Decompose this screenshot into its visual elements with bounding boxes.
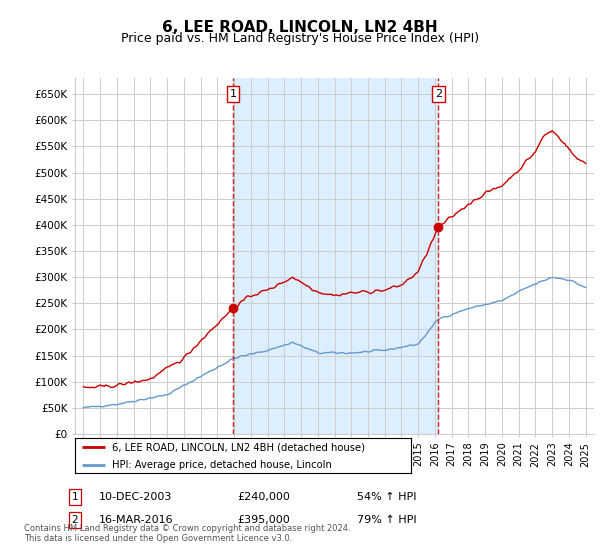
Text: 6, LEE ROAD, LINCOLN, LN2 4BH (detached house): 6, LEE ROAD, LINCOLN, LN2 4BH (detached … — [112, 443, 365, 453]
Text: 2: 2 — [71, 515, 79, 525]
Text: 10-DEC-2003: 10-DEC-2003 — [99, 492, 172, 502]
Text: £395,000: £395,000 — [237, 515, 290, 525]
Text: Contains HM Land Registry data © Crown copyright and database right 2024.
This d: Contains HM Land Registry data © Crown c… — [24, 524, 350, 543]
Text: 6, LEE ROAD, LINCOLN, LN2 4BH: 6, LEE ROAD, LINCOLN, LN2 4BH — [162, 20, 438, 35]
Text: 2: 2 — [435, 89, 442, 99]
Text: Price paid vs. HM Land Registry's House Price Index (HPI): Price paid vs. HM Land Registry's House … — [121, 32, 479, 45]
Text: HPI: Average price, detached house, Lincoln: HPI: Average price, detached house, Linc… — [112, 460, 332, 470]
Text: 79% ↑ HPI: 79% ↑ HPI — [357, 515, 416, 525]
Text: 1: 1 — [230, 89, 236, 99]
Text: 16-MAR-2016: 16-MAR-2016 — [99, 515, 173, 525]
Text: 1: 1 — [71, 492, 79, 502]
Bar — [233, 78, 439, 434]
Text: 54% ↑ HPI: 54% ↑ HPI — [357, 492, 416, 502]
Text: £240,000: £240,000 — [237, 492, 290, 502]
